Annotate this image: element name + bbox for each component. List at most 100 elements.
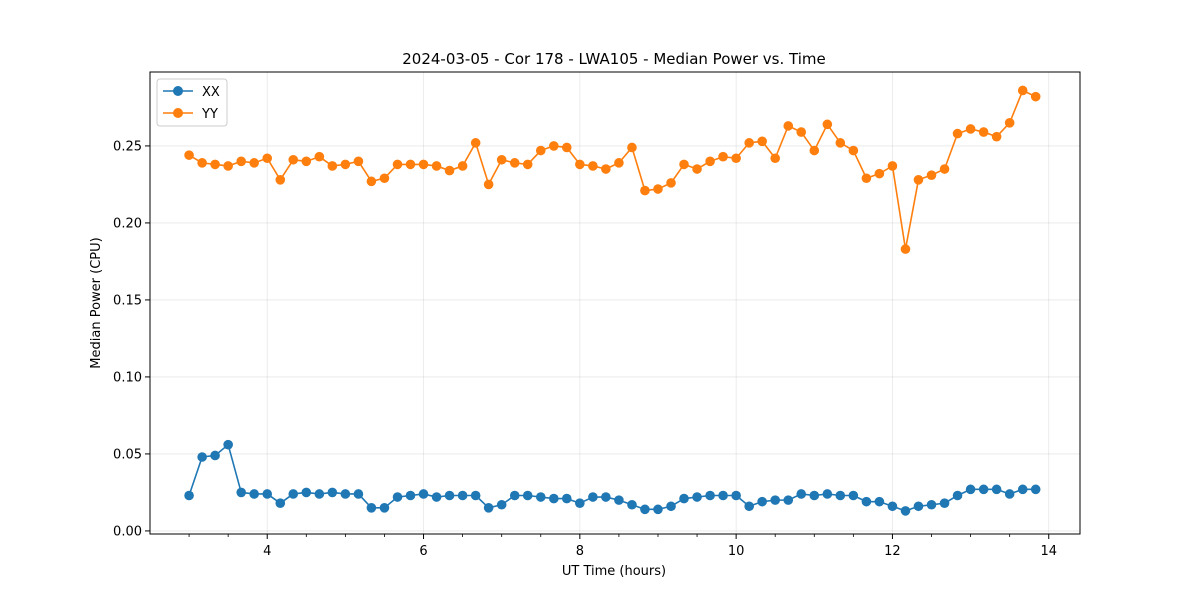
data-point-yy bbox=[601, 164, 611, 174]
data-point-yy bbox=[822, 119, 833, 130]
y-tick-label: 0.20 bbox=[113, 216, 142, 231]
data-point-yy bbox=[197, 158, 207, 168]
data-point-yy bbox=[262, 153, 273, 164]
data-point-xx bbox=[535, 492, 546, 502]
data-point-xx bbox=[653, 504, 663, 515]
data-point-xx bbox=[418, 489, 429, 499]
data-point-yy bbox=[457, 161, 468, 171]
data-point-yy bbox=[314, 151, 325, 162]
plot-area-frame bbox=[149, 71, 1081, 535]
data-point-xx bbox=[327, 487, 338, 498]
data-point-xx bbox=[965, 484, 976, 495]
data-point-xx bbox=[431, 492, 442, 502]
legend-marker-yy bbox=[173, 108, 183, 118]
data-point-yy bbox=[405, 159, 416, 170]
data-point-xx bbox=[835, 490, 846, 501]
data-point-xx bbox=[314, 489, 325, 499]
data-point-xx bbox=[848, 490, 859, 501]
data-point-xx bbox=[496, 499, 507, 510]
data-point-xx bbox=[522, 490, 533, 501]
data-point-yy bbox=[444, 165, 455, 176]
data-point-yy bbox=[848, 145, 859, 156]
data-point-xx bbox=[926, 499, 937, 510]
legend-label-xx: XX bbox=[202, 85, 220, 100]
data-point-xx bbox=[614, 495, 624, 505]
data-point-yy bbox=[236, 156, 246, 167]
grid bbox=[150, 72, 1080, 534]
data-point-xx bbox=[796, 489, 807, 499]
data-point-yy bbox=[301, 156, 312, 167]
data-point-yy bbox=[614, 158, 624, 168]
data-point-yy bbox=[210, 159, 220, 170]
data-point-yy bbox=[392, 159, 403, 170]
data-point-yy bbox=[1030, 91, 1041, 102]
data-point-xx bbox=[731, 490, 741, 501]
data-point-yy bbox=[874, 168, 885, 179]
y-tick-label: 0.05 bbox=[113, 447, 142, 462]
data-point-yy bbox=[575, 159, 585, 170]
x-tick-label: 10 bbox=[728, 544, 745, 559]
data-point-xx bbox=[509, 490, 520, 501]
data-point-xx bbox=[405, 490, 416, 501]
data-point-yy bbox=[496, 154, 507, 165]
data-point-yy bbox=[627, 142, 637, 153]
data-point-yy bbox=[249, 158, 259, 168]
data-point-yy bbox=[939, 164, 950, 174]
data-point-xx bbox=[392, 492, 403, 502]
data-point-xx bbox=[366, 503, 377, 513]
data-point-xx bbox=[549, 493, 559, 504]
data-point-yy bbox=[509, 158, 520, 168]
data-point-yy bbox=[770, 153, 781, 164]
data-point-yy bbox=[666, 178, 676, 188]
data-point-xx bbox=[197, 452, 207, 462]
data-point-yy bbox=[470, 138, 481, 148]
data-point-xx bbox=[640, 504, 650, 515]
data-point-xx bbox=[262, 489, 273, 499]
data-point-xx bbox=[757, 496, 767, 507]
data-point-yy bbox=[991, 131, 1002, 142]
data-point-xx bbox=[744, 501, 754, 512]
data-point-xx bbox=[457, 490, 468, 501]
data-point-xx bbox=[301, 487, 312, 498]
data-point-yy bbox=[366, 176, 377, 187]
data-point-yy bbox=[978, 127, 989, 137]
data-point-yy bbox=[718, 151, 728, 162]
data-point-yy bbox=[705, 156, 715, 167]
data-point-yy bbox=[861, 173, 872, 184]
data-point-yy bbox=[679, 159, 689, 170]
data-point-xx bbox=[601, 492, 611, 502]
data-point-yy bbox=[783, 121, 794, 131]
data-point-xx bbox=[913, 501, 924, 512]
x-tick-label: 8 bbox=[576, 544, 584, 559]
data-point-yy bbox=[184, 150, 194, 160]
data-point-yy bbox=[796, 127, 807, 137]
data-point-xx bbox=[692, 492, 702, 502]
data-point-xx bbox=[679, 493, 689, 504]
data-point-yy bbox=[418, 159, 429, 170]
data-point-yy bbox=[887, 161, 898, 171]
data-point-xx bbox=[952, 490, 963, 501]
data-point-yy bbox=[561, 142, 572, 153]
axis-ticks: 4 6 8 10 12 14 0.00 0.05 0.10 0.15 0.20 0.25 bbox=[113, 139, 1057, 559]
data-point-xx bbox=[900, 506, 911, 516]
legend-marker-xx bbox=[173, 86, 183, 96]
data-point-yy bbox=[653, 184, 663, 194]
data-point-xx bbox=[353, 489, 364, 499]
data-point-yy bbox=[379, 173, 390, 184]
data-point-xx bbox=[978, 484, 989, 495]
data-point-xx bbox=[991, 484, 1002, 495]
data-point-yy bbox=[340, 159, 351, 170]
data-point-yy bbox=[640, 185, 650, 196]
data-point-xx bbox=[627, 499, 637, 510]
data-point-xx bbox=[561, 493, 572, 504]
data-point-xx bbox=[483, 503, 494, 513]
data-point-yy bbox=[1004, 118, 1015, 128]
data-point-yy bbox=[549, 141, 559, 151]
data-point-xx bbox=[275, 498, 286, 509]
legend: XX YY bbox=[156, 78, 228, 127]
data-point-yy bbox=[483, 179, 494, 190]
x-tick-label: 4 bbox=[263, 544, 271, 559]
data-point-yy bbox=[913, 175, 924, 185]
legend-label-yy: YY bbox=[201, 107, 218, 122]
